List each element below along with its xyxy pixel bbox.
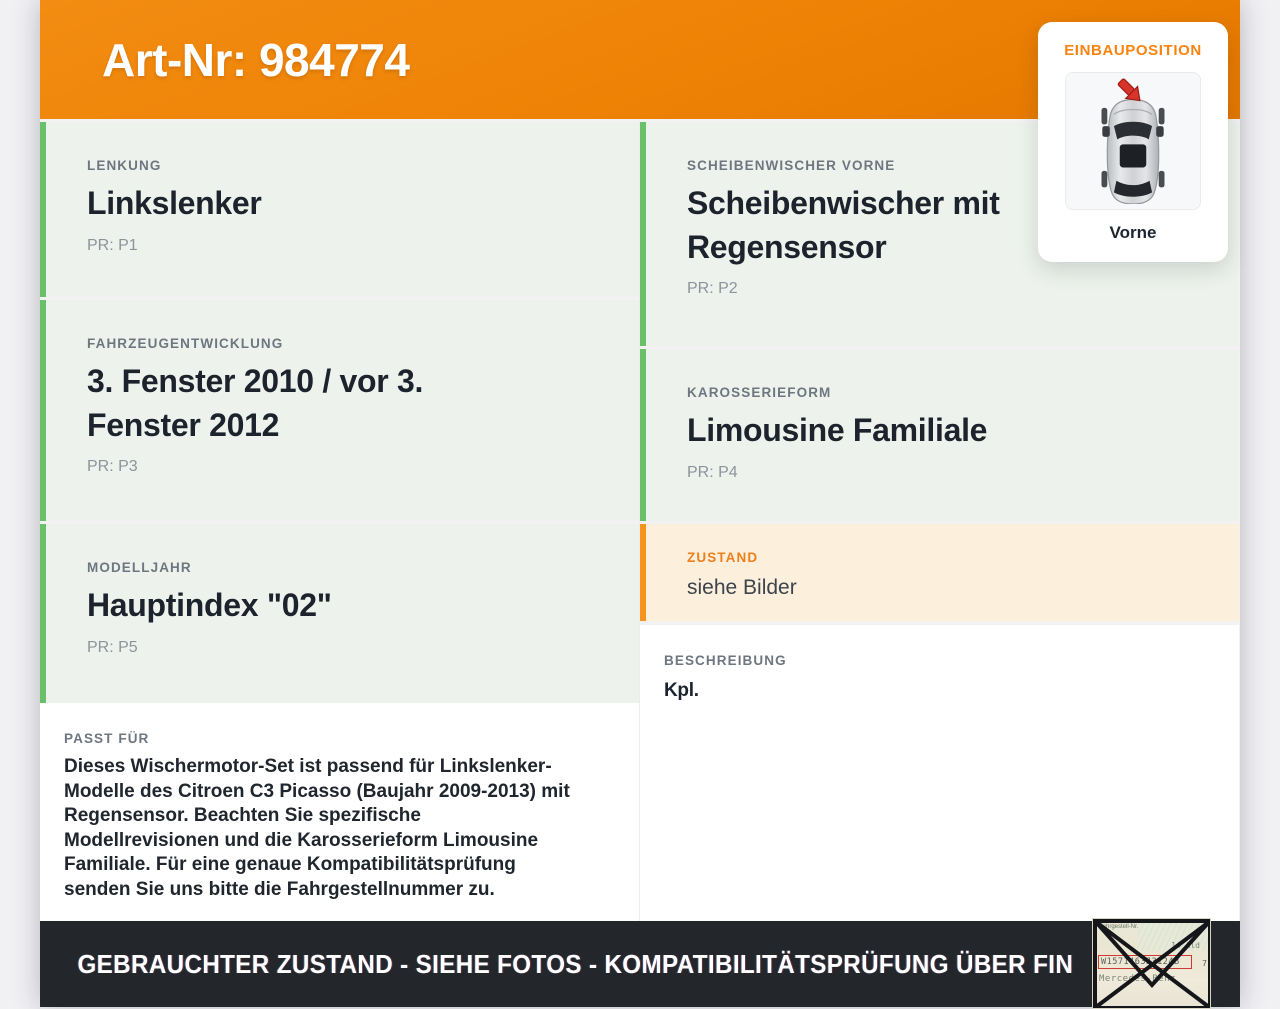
card-pr-code: PR: P1 bbox=[87, 236, 138, 254]
card-fahrzeugentwicklung: FAHRZEUGENTWICKLUNG 3. Fenster 2010 / vo… bbox=[40, 300, 640, 521]
car-top-view-icon bbox=[1101, 78, 1165, 204]
card-label: KAROSSERIEFORM bbox=[687, 385, 832, 400]
card-passt-fuer: PASST FÜR Dieses Wischermotor-Set ist pa… bbox=[40, 703, 640, 921]
card-label: MODELLJAHR bbox=[87, 560, 192, 575]
registration-document-image: Fahrgestell-Nr. 14 Ald W1571463J3124B 7 … bbox=[1092, 918, 1211, 1009]
arrow-down-right-icon bbox=[1117, 78, 1141, 102]
card-label: PASST FÜR bbox=[64, 731, 150, 746]
card-lenkung: LENKUNG Linkslenker PR: P1 bbox=[40, 122, 640, 297]
fitment-description: Dieses Wischermotor-Set ist passend für … bbox=[64, 756, 570, 900]
card-scheibenwischer-vorne: SCHEIBENWISCHER VORNE Scheibenwischer mi… bbox=[640, 122, 1239, 346]
card-value: 3. Fenster 2010 / vor 3. Fenster 2012 bbox=[87, 363, 424, 443]
footer-condition-text: GEBRAUCHTER ZUSTAND - SIEHE FOTOS - KOMP… bbox=[77, 948, 1074, 979]
card-value: siehe Bilder bbox=[687, 576, 797, 599]
card-label: LENKUNG bbox=[87, 158, 162, 173]
card-pr-code: PR: P2 bbox=[687, 280, 738, 298]
card-label: ZUSTAND bbox=[687, 550, 759, 565]
footer-text-wrap: GEBRAUCHTER ZUSTAND - SIEHE FOTOS - KOMP… bbox=[40, 949, 1090, 980]
card-pr-code: PR: P3 bbox=[87, 458, 138, 476]
einbauposition-caption: Vorne bbox=[1109, 223, 1157, 242]
doc-brand-text: Mercedes-Benz bbox=[1099, 974, 1176, 984]
column-left: LENKUNG Linkslenker PR: P1 FAHRZEUGENTWI… bbox=[40, 122, 640, 921]
card-label: SCHEIBENWISCHER VORNE bbox=[687, 158, 896, 173]
card-value: Hauptindex "02" bbox=[87, 587, 332, 623]
footer-banner: GEBRAUCHTER ZUSTAND - SIEHE FOTOS - KOMP… bbox=[40, 918, 1240, 1009]
card-pr-code: PR: P5 bbox=[87, 638, 138, 656]
product-sheet: Art-Nr: 984774 LENKUNG Linkslenker PR: P… bbox=[40, 0, 1240, 1009]
card-zustand: ZUSTAND siehe Bilder bbox=[640, 524, 1239, 621]
card-value: Limousine Familiale bbox=[687, 412, 988, 448]
einbauposition-card: EINBAUPOSITION bbox=[1038, 22, 1228, 262]
column-right: SCHEIBENWISCHER VORNE Scheibenwischer mi… bbox=[639, 122, 1239, 921]
vin-suffix: 7 bbox=[1202, 959, 1207, 968]
card-label: BESCHREIBUNG bbox=[664, 653, 787, 668]
doc-small-label: Fahrgestell-Nr. bbox=[1099, 924, 1139, 930]
position-thumbnail bbox=[1065, 72, 1201, 210]
card-value: Scheibenwischer mit Regensensor bbox=[687, 185, 1000, 265]
card-modelljahr: MODELLJAHR Hauptindex "02" PR: P5 bbox=[40, 524, 640, 703]
card-grid: LENKUNG Linkslenker PR: P1 FAHRZEUGENTWI… bbox=[40, 119, 1240, 921]
einbauposition-label: EINBAUPOSITION bbox=[1064, 42, 1202, 59]
card-value: Kpl. bbox=[664, 680, 699, 701]
card-value: Linkslenker bbox=[87, 185, 262, 221]
envelope-icon bbox=[1093, 919, 1210, 1008]
card-beschreibung: BESCHREIBUNG Kpl. bbox=[640, 625, 1239, 921]
card-label: FAHRZEUGENTWICKLUNG bbox=[87, 336, 284, 351]
page-title: Art-Nr: 984774 bbox=[102, 33, 410, 86]
card-pr-code: PR: P4 bbox=[687, 463, 738, 481]
card-karosserieform: KAROSSERIEFORM Limousine Familiale PR: P… bbox=[640, 349, 1239, 521]
